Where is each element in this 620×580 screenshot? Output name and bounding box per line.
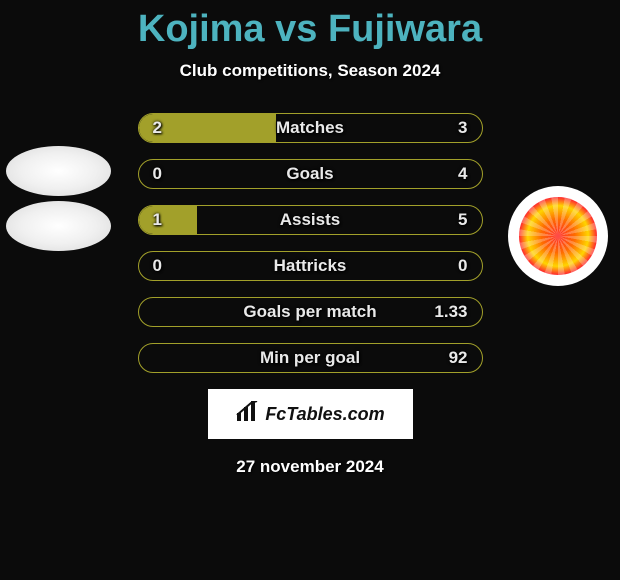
player1-badge-2 bbox=[6, 173, 111, 278]
brand-banner: FcTables.com bbox=[208, 389, 413, 439]
subtitle: Club competitions, Season 2024 bbox=[0, 61, 620, 81]
stat-fill-left bbox=[139, 206, 197, 234]
stat-value-right: 0 bbox=[458, 252, 467, 280]
stat-label: Min per goal bbox=[139, 344, 482, 372]
brand-chart-icon bbox=[235, 401, 259, 428]
stat-rows: 23Matches04Goals15Assists00Hattricks1.33… bbox=[138, 113, 483, 373]
stat-row: 0 4Goals bbox=[138, 159, 483, 189]
stat-row: 0 0Hattricks bbox=[138, 251, 483, 281]
brand-text: FcTables.com bbox=[265, 404, 384, 425]
stat-value-left: 1 bbox=[153, 206, 162, 234]
stat-label: Goals bbox=[139, 160, 482, 188]
stat-value-right: 3 bbox=[458, 114, 467, 142]
stat-value-left: 0 bbox=[153, 252, 162, 280]
stat-value-right: 92 bbox=[449, 344, 468, 372]
comparison-card: Kojima vs Fujiwara Club competitions, Se… bbox=[0, 0, 620, 477]
stat-row: 1.33Goals per match bbox=[138, 297, 483, 327]
content-area: 23Matches04Goals15Assists00Hattricks1.33… bbox=[0, 113, 620, 477]
ellipse-icon bbox=[6, 201, 111, 251]
stat-value-left: 0 bbox=[153, 160, 162, 188]
stat-row: 92Min per goal bbox=[138, 343, 483, 373]
stat-label: Goals per match bbox=[139, 298, 482, 326]
stat-row: 23Matches bbox=[138, 113, 483, 143]
sun-crest-icon bbox=[508, 186, 608, 286]
date-text: 27 november 2024 bbox=[0, 457, 620, 477]
stat-row: 15Assists bbox=[138, 205, 483, 235]
page-title: Kojima vs Fujiwara bbox=[0, 8, 620, 51]
stat-value-right: 1.33 bbox=[434, 298, 467, 326]
stat-value-left: 2 bbox=[153, 114, 162, 142]
player2-badge bbox=[505, 183, 610, 288]
stat-label: Hattricks bbox=[139, 252, 482, 280]
stat-value-right: 5 bbox=[458, 206, 467, 234]
stat-value-right: 4 bbox=[458, 160, 467, 188]
